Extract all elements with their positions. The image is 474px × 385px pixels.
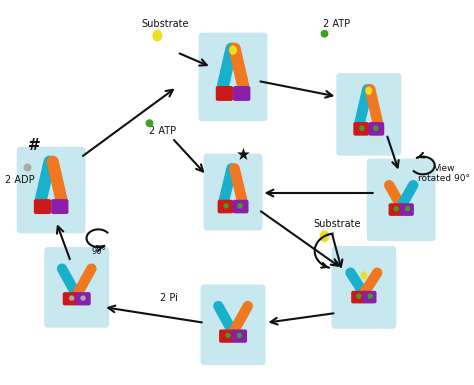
Ellipse shape (24, 164, 31, 171)
Ellipse shape (320, 30, 328, 38)
FancyBboxPatch shape (44, 247, 109, 328)
Ellipse shape (237, 203, 243, 209)
FancyBboxPatch shape (353, 122, 369, 136)
Ellipse shape (146, 119, 154, 127)
Text: ★: ★ (236, 146, 250, 164)
FancyBboxPatch shape (389, 203, 402, 216)
FancyBboxPatch shape (351, 291, 365, 303)
FancyBboxPatch shape (219, 330, 234, 343)
FancyBboxPatch shape (233, 86, 250, 101)
Text: Substrate: Substrate (141, 19, 189, 29)
FancyBboxPatch shape (368, 122, 384, 136)
Text: Substrate: Substrate (314, 219, 361, 229)
FancyBboxPatch shape (203, 154, 263, 230)
FancyBboxPatch shape (199, 33, 267, 121)
Ellipse shape (319, 230, 329, 242)
FancyBboxPatch shape (201, 285, 265, 365)
Text: 90°: 90° (91, 246, 106, 256)
FancyBboxPatch shape (233, 200, 248, 213)
FancyBboxPatch shape (75, 292, 91, 305)
FancyBboxPatch shape (363, 291, 376, 303)
Text: View
rotated 90°: View rotated 90° (419, 164, 471, 183)
Ellipse shape (69, 295, 74, 301)
Ellipse shape (359, 126, 365, 131)
Text: 2 ADP: 2 ADP (5, 175, 35, 185)
FancyBboxPatch shape (337, 73, 401, 156)
FancyBboxPatch shape (51, 199, 68, 214)
Ellipse shape (81, 295, 86, 301)
Ellipse shape (393, 206, 399, 211)
Ellipse shape (153, 30, 162, 42)
FancyBboxPatch shape (331, 246, 396, 329)
Text: 2 ATP: 2 ATP (323, 19, 350, 29)
FancyBboxPatch shape (218, 200, 233, 213)
FancyBboxPatch shape (367, 159, 436, 241)
FancyBboxPatch shape (34, 199, 51, 214)
Text: 2 Pi: 2 Pi (160, 293, 178, 303)
FancyBboxPatch shape (216, 86, 233, 101)
Ellipse shape (225, 333, 231, 338)
Ellipse shape (373, 126, 378, 131)
Ellipse shape (361, 271, 367, 280)
Ellipse shape (237, 333, 242, 338)
Ellipse shape (223, 203, 229, 209)
Text: 2 ATP: 2 ATP (149, 126, 176, 136)
FancyBboxPatch shape (63, 292, 78, 305)
Ellipse shape (365, 87, 372, 95)
FancyBboxPatch shape (400, 203, 414, 216)
FancyBboxPatch shape (17, 147, 85, 233)
Ellipse shape (367, 293, 373, 299)
Ellipse shape (405, 206, 410, 211)
Ellipse shape (229, 45, 237, 55)
Text: #: # (28, 138, 41, 153)
FancyBboxPatch shape (232, 330, 247, 343)
Ellipse shape (356, 293, 362, 299)
